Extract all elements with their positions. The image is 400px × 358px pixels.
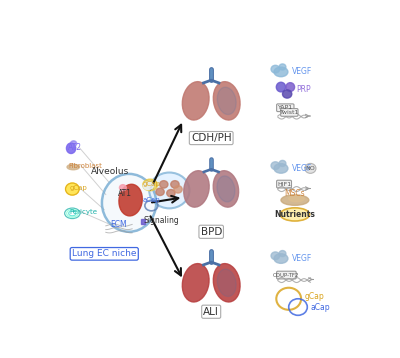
Text: Signaling: Signaling [143,216,179,225]
Circle shape [305,163,316,173]
Circle shape [279,160,286,166]
Circle shape [271,252,280,260]
Ellipse shape [67,164,80,170]
Ellipse shape [213,171,239,207]
Ellipse shape [286,83,294,92]
Text: ECM: ECM [110,221,127,229]
Text: gCap: gCap [69,185,87,191]
Ellipse shape [167,189,175,197]
Text: CDH/PH: CDH/PH [191,133,232,143]
Text: YAP1: YAP1 [278,105,293,110]
Ellipse shape [280,208,310,221]
Ellipse shape [274,67,288,77]
Text: COUP-TF2: COUP-TF2 [273,272,300,277]
Circle shape [282,90,292,98]
Text: Fibroblast: Fibroblast [69,163,102,169]
FancyBboxPatch shape [277,271,296,279]
Ellipse shape [171,181,179,188]
Text: aCap: aCap [310,303,330,311]
Circle shape [70,141,77,146]
Ellipse shape [119,184,142,216]
Circle shape [66,183,79,195]
Text: Twist1: Twist1 [280,110,299,115]
Ellipse shape [217,176,235,202]
Text: VEGF: VEGF [292,67,312,76]
Circle shape [271,65,280,73]
Ellipse shape [182,263,209,302]
Ellipse shape [120,185,126,191]
Text: Pericyte: Pericyte [69,209,97,216]
Ellipse shape [281,195,309,205]
Ellipse shape [182,82,209,120]
Text: HIF1: HIF1 [277,182,291,187]
Ellipse shape [274,164,288,173]
Ellipse shape [276,82,286,92]
Ellipse shape [274,254,288,263]
Text: VEGF: VEGF [292,254,312,263]
FancyBboxPatch shape [277,104,294,112]
Ellipse shape [217,87,236,115]
Text: AT1: AT1 [118,189,132,198]
Text: VEGF: VEGF [292,164,312,173]
Ellipse shape [217,269,236,296]
Text: Lung EC niche: Lung EC niche [72,249,136,258]
Bar [142,218,146,223]
Ellipse shape [160,181,168,188]
Text: NO: NO [306,166,315,171]
Text: ALI: ALI [203,307,219,317]
Circle shape [279,64,286,70]
Text: Nutrients: Nutrients [274,210,315,219]
FancyBboxPatch shape [277,180,292,188]
Text: AT2: AT2 [68,143,82,152]
Text: Alveolus: Alveolus [91,166,130,176]
Ellipse shape [174,185,182,193]
Ellipse shape [156,188,164,195]
Text: gCap: gCap [304,291,324,300]
Ellipse shape [66,143,76,154]
Text: PRP: PRP [296,85,310,94]
Circle shape [149,173,190,208]
Circle shape [279,251,286,257]
Ellipse shape [184,171,209,207]
Ellipse shape [143,182,153,190]
Text: BPD: BPD [200,227,222,237]
Ellipse shape [102,174,156,232]
Ellipse shape [213,263,240,302]
Ellipse shape [143,179,158,191]
Text: aCap: aCap [142,197,160,203]
Text: gCap: gCap [142,180,160,187]
Ellipse shape [289,196,304,202]
Ellipse shape [213,82,240,120]
FancyBboxPatch shape [281,108,298,116]
Circle shape [271,162,280,169]
Text: MSCs: MSCs [284,189,305,198]
